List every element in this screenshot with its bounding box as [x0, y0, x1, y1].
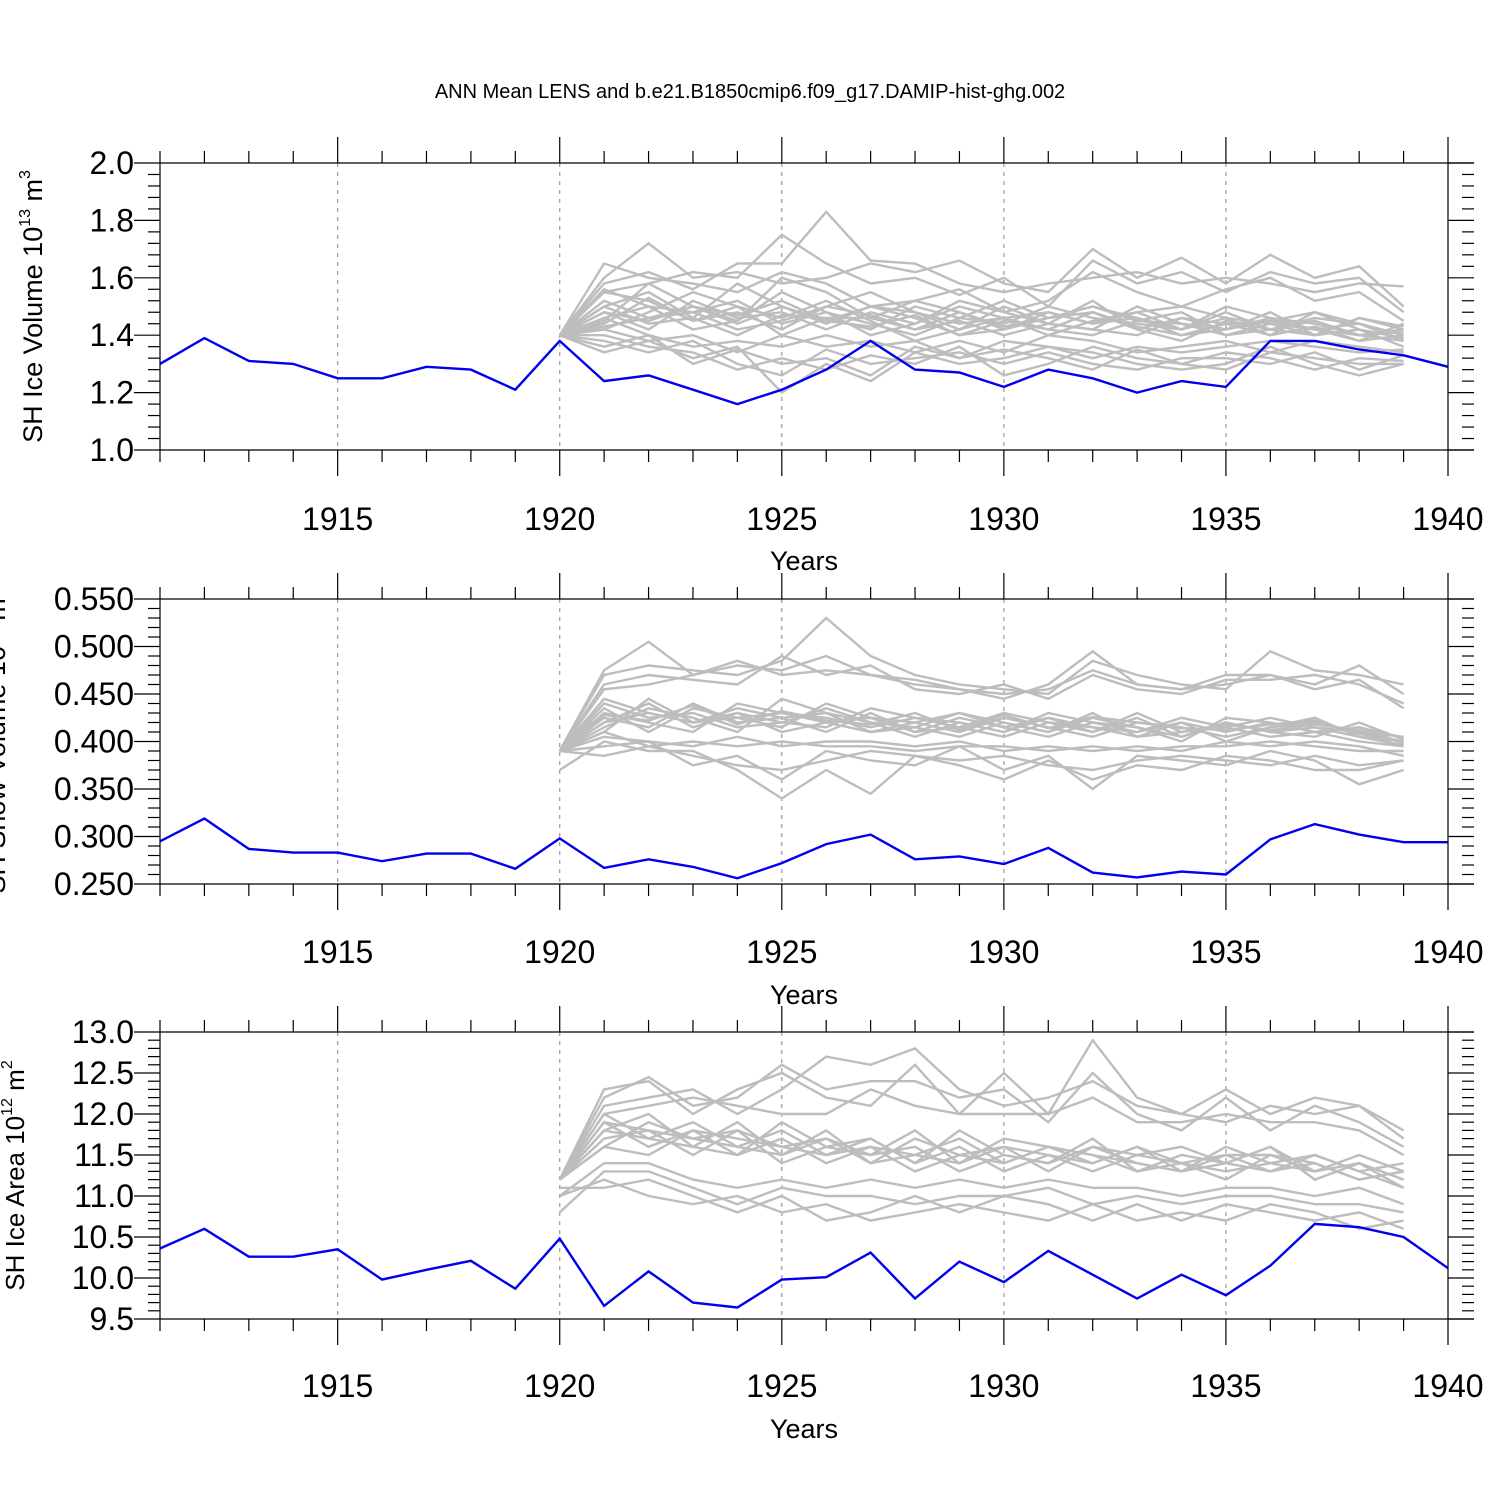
y-axis-label: SH Ice Area 1012 m2: [0, 1060, 30, 1291]
experiment-line: [160, 817, 1448, 880]
ensemble-member-line: [559, 290, 1404, 337]
panel-snow-volume: 0.250 0.300 0.350 0.400 0.450 0.500 0.550 1915 1…: [0, 573, 1484, 1010]
x-axis-label: Years: [770, 1414, 838, 1444]
ensemble-member-line: [558, 1161, 1405, 1206]
ensemble-member-line: [558, 1120, 1404, 1181]
y-tick-label: 0.350: [54, 771, 134, 807]
experiment-line: [160, 336, 1448, 406]
y-axis-label: SH Snow Volume 1013 m3: [0, 589, 11, 893]
ensemble-member-line: [559, 299, 1404, 337]
ensemble-member-line: [558, 209, 1404, 336]
ensemble-member-line: [559, 282, 1404, 337]
x-tick-label: 1940: [1412, 501, 1483, 537]
ensemble-member-line: [558, 616, 1404, 752]
x-tick-label: 1915: [302, 1368, 373, 1404]
ensemble-member-line: [558, 1120, 1405, 1189]
ensemble-member-line: [558, 697, 1404, 752]
y-tick-label: 12.5: [72, 1055, 134, 1091]
y-tick-label: 0.300: [54, 819, 134, 855]
ensemble-member-line: [558, 1047, 1405, 1181]
x-tick-label: 1920: [524, 934, 595, 970]
ensemble-lines: [558, 616, 1405, 800]
ensemble-member-line: [558, 1120, 1405, 1189]
x-tick-label: 1930: [968, 934, 1039, 970]
ensemble-lines: [558, 209, 1405, 395]
x-tick-label: 1940: [1412, 934, 1483, 970]
x-tick-label: 1925: [746, 934, 817, 970]
x-tick-label: 1940: [1412, 1368, 1483, 1404]
ensemble-lines: [558, 1038, 1405, 1231]
experiment-line: [160, 1222, 1448, 1309]
y-tick-label: 0.550: [54, 581, 134, 617]
y-tick-label: 9.5: [90, 1301, 134, 1337]
x-axis-label: Years: [770, 980, 838, 1010]
x-tick-label: 1935: [1190, 501, 1261, 537]
x-tick-label: 1930: [968, 1368, 1039, 1404]
x-tick-label: 1915: [302, 501, 373, 537]
ensemble-member-line: [559, 334, 1404, 377]
x-tick-label: 1935: [1190, 1368, 1261, 1404]
y-tick-label: 13.0: [72, 1014, 134, 1050]
ensemble-member-line: [559, 328, 1404, 354]
x-tick-label: 1915: [302, 934, 373, 970]
y-tick-label: 1.6: [90, 260, 134, 296]
y-tick-label: 0.400: [54, 724, 134, 760]
ensemble-member-line: [558, 704, 1404, 752]
ensemble-member-line: [559, 305, 1404, 337]
ensemble-member-line: [559, 702, 1404, 753]
ensemble-member-line: [558, 1063, 1405, 1181]
y-tick-label: 1.8: [90, 202, 134, 238]
panel-ice-area: 9.5 10.0 10.5 11.0 11.5 12.0 12.5 13.0 1915 1920 1…: [0, 1006, 1484, 1444]
x-tick-label: 1925: [746, 501, 817, 537]
ensemble-member-line: [559, 735, 1404, 757]
y-tick-label: 0.500: [54, 629, 134, 665]
y-tick-label: 1.4: [90, 317, 134, 353]
ensemble-member-line: [559, 333, 1404, 377]
ensemble-member-line: [559, 1178, 1404, 1231]
ensemble-member-line: [559, 740, 1404, 800]
y-tick-label: 12.0: [72, 1096, 134, 1132]
y-tick-label: 11.5: [74, 1137, 134, 1173]
ensemble-member-line: [559, 745, 1404, 772]
ensemble-member-line: [558, 233, 1405, 337]
x-axis-label: Years: [770, 546, 838, 576]
ensemble-member-line: [558, 241, 1405, 336]
x-tick-label: 1925: [746, 1368, 817, 1404]
y-tick-label: 0.450: [54, 676, 134, 712]
ensemble-member-line: [558, 1088, 1405, 1181]
x-tick-label: 1930: [968, 501, 1039, 537]
ensemble-member-line: [559, 1178, 1405, 1230]
y-tick-label: 0.250: [54, 866, 134, 902]
ensemble-member-line: [558, 654, 1405, 752]
ensemble-member-line: [558, 1120, 1404, 1181]
x-tick-label: 1920: [524, 1368, 595, 1404]
ensemble-member-line: [558, 659, 1405, 752]
figure-title: ANN Mean LENS and b.e21.B1850cmip6.f09_g…: [435, 81, 1065, 103]
y-axis-label: SH Ice Volume 1013 m3: [17, 170, 48, 443]
panel-ice-volume: 1.0 1.2 1.4 1.6 1.8 2.0 1915 1920 1925 1930 1935 19…: [17, 137, 1484, 576]
y-tick-label: 2.0: [90, 145, 134, 181]
x-tick-label: 1920: [524, 501, 595, 537]
y-tick-label: 10.5: [72, 1219, 134, 1255]
y-tick-label: 11.0: [74, 1178, 134, 1214]
x-tick-label: 1935: [1190, 934, 1261, 970]
ensemble-member-line: [559, 316, 1404, 360]
y-tick-label: 1.0: [90, 432, 134, 468]
y-tick-label: 1.2: [90, 375, 134, 411]
ensemble-member-line: [558, 1170, 1404, 1214]
y-tick-label: 10.0: [72, 1260, 134, 1296]
ensemble-member-line: [559, 276, 1404, 343]
